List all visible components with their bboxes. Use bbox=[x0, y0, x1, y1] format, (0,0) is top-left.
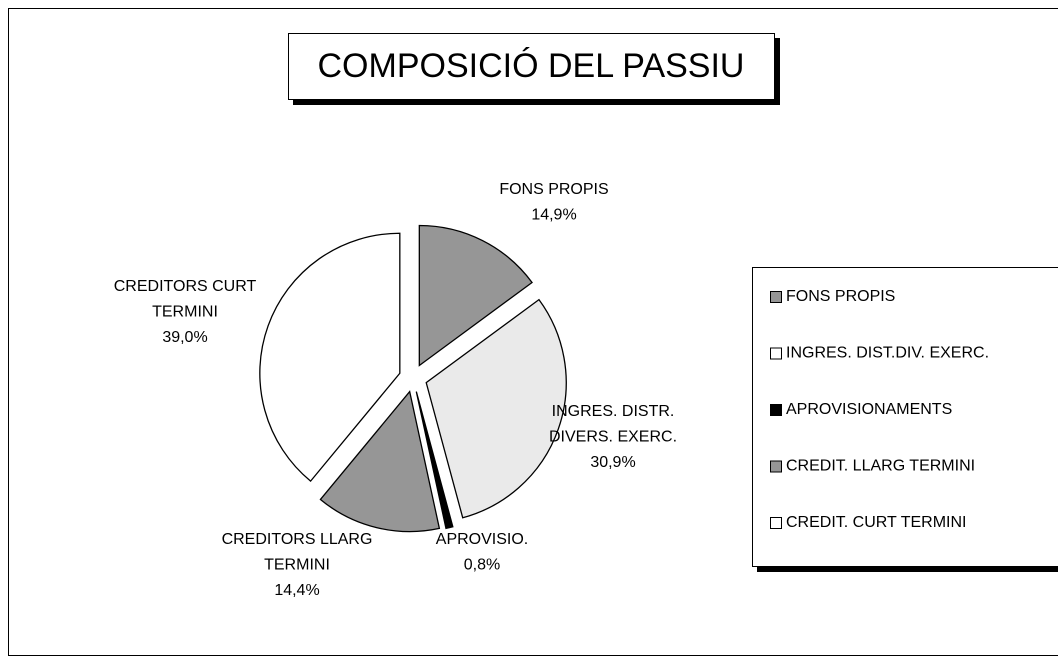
legend-box bbox=[752, 267, 1058, 567]
legend-swatch bbox=[770, 347, 782, 360]
chart-title: COMPOSICIÓ DEL PASSIU bbox=[318, 47, 745, 85]
slice-value-label: 30,9% bbox=[590, 454, 635, 471]
legend-swatch bbox=[770, 404, 782, 416]
legend-label: FONS PROPIS bbox=[786, 288, 895, 305]
pie-slice bbox=[425, 298, 567, 519]
legend-label: APROVISIONAMENTS bbox=[786, 401, 952, 418]
pie-slice bbox=[319, 390, 441, 533]
slice-value-label: 14,4% bbox=[274, 582, 319, 599]
slice-label: DIVERS. EXERC. bbox=[549, 429, 677, 446]
slice-label: TERMINI bbox=[152, 304, 218, 321]
slice-label: FONS PROPIS bbox=[499, 181, 608, 198]
title-box bbox=[288, 33, 775, 100]
slice-label: TERMINI bbox=[264, 557, 330, 574]
slice-value-label: 0,8% bbox=[464, 557, 500, 574]
pie-slice bbox=[418, 224, 533, 367]
legend-swatch bbox=[770, 517, 782, 529]
pie-slice bbox=[259, 232, 401, 483]
legend-swatch bbox=[770, 460, 782, 473]
legend-label: CREDIT. CURT TERMINI bbox=[786, 514, 966, 531]
legend-label: INGRES. DIST.DIV. EXERC. bbox=[786, 345, 989, 362]
slice-label: CREDITORS LLARG bbox=[222, 531, 373, 548]
slice-label: CREDITORS CURT bbox=[114, 278, 257, 295]
pie-slice bbox=[415, 391, 454, 530]
legend-swatch bbox=[770, 291, 782, 303]
slice-label: INGRES. DISTR. bbox=[552, 403, 675, 420]
legend-label: CREDIT. LLARG TERMINI bbox=[786, 458, 975, 475]
slice-value-label: 39,0% bbox=[162, 329, 207, 346]
slice-label: APROVISIO. bbox=[436, 531, 528, 548]
slice-value-label: 14,9% bbox=[531, 207, 576, 224]
